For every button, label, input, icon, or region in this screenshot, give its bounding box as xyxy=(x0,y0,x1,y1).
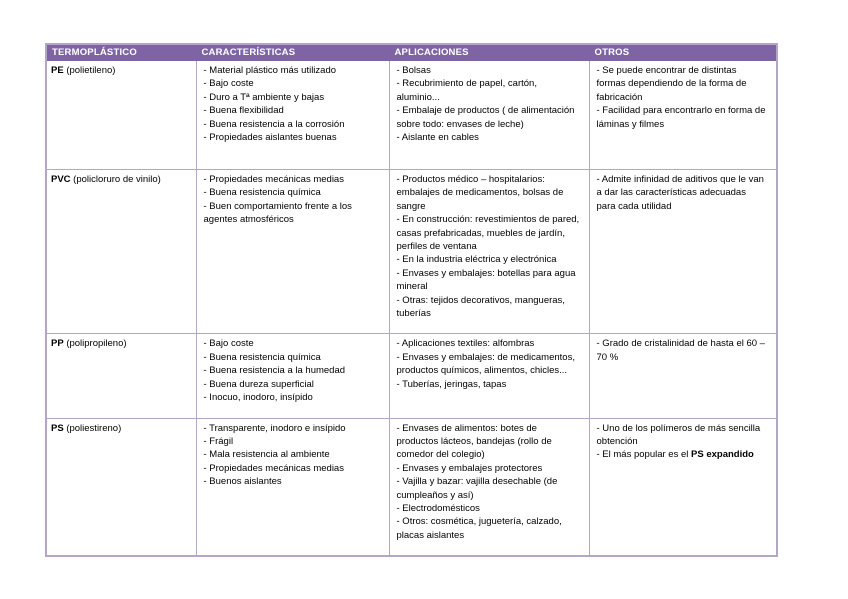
bullet-line: - Frágil xyxy=(203,435,234,447)
cell-aplicaciones: - Envases de alimentos: botes de product… xyxy=(388,417,590,557)
term-abbreviation: PE xyxy=(51,65,64,76)
bullet-line: - Electrodomésticos xyxy=(396,502,480,514)
bullet-line: - Bajo coste xyxy=(203,78,254,90)
thermoplastics-table: TERMOPLÁSTICO CARACTERÍSTICAS APLICACIONES… xyxy=(45,43,778,558)
cell-caracteristicas: - Bajo coste - Buena resistencia química -… xyxy=(195,333,390,419)
bullet-line: - Vajilla y bazar: vajilla desechable (d… xyxy=(396,476,558,501)
bullet-line: - Envases y embalajes protectores xyxy=(396,462,543,474)
cell-otros: - Admite infinidad de aditivos que le va… xyxy=(588,168,778,335)
bullet-line: - Grado de cristalinidad de hasta el 60 … xyxy=(596,338,765,363)
bullet-line: - Buena resistencia química xyxy=(203,187,321,199)
bullet-line: - Envases y embalajes: botellas para agu… xyxy=(396,267,576,293)
bullet-line: - Mala resistencia al ambiente xyxy=(203,449,330,461)
cell-otros: - Grado de cristalinidad de hasta el 60 … xyxy=(588,333,778,419)
table-header-row: TERMOPLÁSTICO CARACTERÍSTICAS APLICACIONES… xyxy=(45,43,778,61)
bullet-line: - Buena resistencia química xyxy=(203,351,321,363)
bullet-line: - Se puede encontrar de distintas formas… xyxy=(596,65,747,103)
cell-termoplastico: PVC (policloruro de vinilo) xyxy=(45,168,197,335)
bullet-line: - Buenos aislantes xyxy=(203,476,282,488)
bullet-line: - Buena dureza superficial xyxy=(203,378,314,390)
column-header-termoplastico: TERMOPLÁSTICO xyxy=(45,43,197,61)
bullet-line: - Otras: tejidos decorativos, mangueras,… xyxy=(396,294,565,320)
column-header-otros: OTROS xyxy=(588,43,778,61)
bullet-line: - Tuberías, jeringas, tapas xyxy=(396,378,507,390)
bullet-line: - En la industria eléctrica y electrónic… xyxy=(396,254,557,266)
term-abbreviation: PP xyxy=(51,338,64,350)
cell-otros: - Se puede encontrar de distintas formas… xyxy=(588,60,778,170)
cell-caracteristicas: - Transparente, inodoro e insípido - Frág… xyxy=(195,417,390,557)
bullet-line: - Otros: cosmética, juguetería, calzado,… xyxy=(396,516,562,541)
cell-otros: - Uno de los polímeros de más sencilla o… xyxy=(588,417,778,557)
cell-caracteristicas: - Propiedades mecánicas medias - Buena re… xyxy=(195,168,390,335)
cell-termoplastico: PS (poliestireno) xyxy=(45,417,197,557)
bullet-line: - Propiedades aislantes buenas xyxy=(203,132,337,144)
cell-caracteristicas: - Material plástico más utilizado - Bajo … xyxy=(195,60,390,170)
bullet-line: - Envases de alimentos: botes de product… xyxy=(396,422,552,461)
column-header-aplicaciones: APLICACIONES xyxy=(388,43,590,61)
bullet-line: - Aplicaciones textiles: alfombras xyxy=(396,338,535,350)
bullet-line: - Transparente, inodoro e insípido xyxy=(203,422,346,434)
cell-termoplastico: PP (polipropileno) xyxy=(45,333,197,419)
cell-aplicaciones: - Bolsas - Recubrimiento de papel, cartón… xyxy=(388,60,590,170)
column-header-caracteristicas: CARACTERÍSTICAS xyxy=(195,43,390,61)
bullet-line: - Buen comportamiento frente a los agent… xyxy=(203,200,352,226)
bullet-line: - Productos médico – hospitalarios: emba… xyxy=(396,174,564,212)
term-abbreviation: PS xyxy=(51,422,64,434)
bullet-line: - El más popular es el PS expandido xyxy=(596,449,754,461)
cell-termoplastico: PE (polietileno) xyxy=(45,60,197,170)
term-full-name: (policloruro de vinilo) xyxy=(70,174,161,185)
table-row-ps: PS (poliestireno) - Transparente, inodoro… xyxy=(45,417,778,557)
bullet-line: - Bajo coste xyxy=(203,338,254,350)
bullet-line: - Inocuo, inodoro, insípido xyxy=(203,392,313,404)
bullet-line: - Propiedades mecánicas medias xyxy=(203,462,344,474)
bullet-line: - Buena resistencia a la humedad xyxy=(203,365,346,377)
table-row-pp: PP (polipropileno) - Bajo coste - Buena re… xyxy=(45,333,778,419)
bullet-line: - Buena resistencia a la corrosión xyxy=(203,118,345,130)
cell-aplicaciones: - Productos médico – hospitalarios: emba… xyxy=(388,168,590,335)
table-row-pe: PE (polietileno) - Material plástico más … xyxy=(45,60,778,170)
bullet-line: - Uno de los polímeros de más sencilla o… xyxy=(596,422,761,447)
term-full-name: (poliestireno) xyxy=(63,422,122,434)
term-full-name: (polipropileno) xyxy=(63,338,127,350)
bullet-line: - Aislante en cables xyxy=(396,132,479,144)
term-full-name: (polietileno) xyxy=(63,65,116,76)
bullet-line: - Propiedades mecánicas medias xyxy=(203,174,344,185)
bullet-line: - Recubrimiento de papel, cartón, alumin… xyxy=(396,78,537,103)
bullet-line: - Envases y embalajes: de medicamentos, … xyxy=(396,351,575,377)
bullet-line: - Material plástico más utilizado xyxy=(203,65,337,76)
term-abbreviation: PVC xyxy=(51,174,71,185)
bullet-line: - Buena flexibilidad xyxy=(203,105,284,117)
bullet-line: - Duro a Tª ambiente y bajas xyxy=(203,91,325,103)
bullet-line: - Embalaje de productos ( de alimentació… xyxy=(396,105,575,130)
bullet-line: - Facilidad para encontrarlo en forma de… xyxy=(596,105,766,130)
bullet-line: - En construcción: revestimientos de par… xyxy=(396,214,580,253)
bullet-line: - Bolsas xyxy=(396,65,431,76)
table-row-pvc: PVC (policloruro de vinilo) - Propiedades… xyxy=(45,168,778,335)
cell-aplicaciones: - Aplicaciones textiles: alfombras - Enva… xyxy=(388,333,590,419)
bullet-line: - Admite infinidad de aditivos que le va… xyxy=(596,174,764,212)
